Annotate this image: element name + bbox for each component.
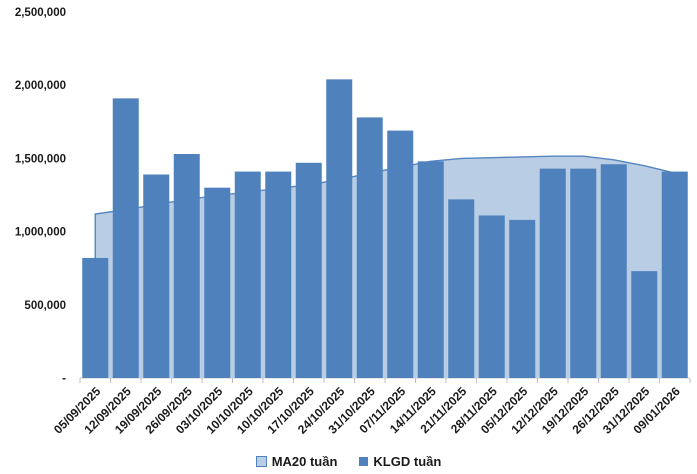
y-axis-label: 500,000 [24, 300, 66, 312]
volume-bar [204, 187, 231, 378]
chart-plot-area: - 500,000 1,000,000 1,500,000 2,000,000 2,500… [15, 7, 691, 437]
y-axis-label: 2,500,000 [15, 7, 66, 19]
volume-bar [661, 171, 688, 378]
klgd-legend-label: KLGD tuần [373, 454, 442, 469]
volume-bar [295, 162, 322, 378]
y-axis-label: 1,500,000 [15, 153, 66, 165]
volume-bar [234, 171, 261, 378]
y-axis-label: 1,000,000 [15, 227, 66, 239]
volume-bar [600, 164, 627, 378]
volume-bar [387, 130, 414, 378]
ma20-area-border [94, 155, 676, 378]
volume-bar [265, 171, 292, 378]
volume-bar [82, 257, 109, 378]
y-axis-label: 2,000,000 [15, 80, 66, 92]
volume-bar [417, 161, 444, 378]
volume-bar [570, 168, 597, 378]
volume-bar [631, 271, 658, 378]
volume-bar [112, 98, 139, 378]
volume-bar [356, 117, 383, 379]
volume-bar [173, 154, 200, 378]
volume-bar [478, 215, 505, 378]
volume-bar [448, 199, 475, 378]
legend-item-klgd: KLGD tuần [359, 454, 441, 469]
volume-bar [539, 168, 566, 378]
ma20-legend-label: MA20 tuần [271, 454, 338, 469]
legend-item-ma20: MA20 tuần [255, 454, 338, 469]
volume-bar [326, 79, 353, 379]
volume-bar [509, 219, 536, 378]
volume-bar [143, 174, 170, 378]
ma20-legend-swatch [255, 456, 267, 467]
klgd-legend-swatch [359, 457, 369, 466]
chart-legend: MA20 tuần KLGD tuần [0, 454, 697, 469]
y-axis-label: - [62, 373, 66, 385]
